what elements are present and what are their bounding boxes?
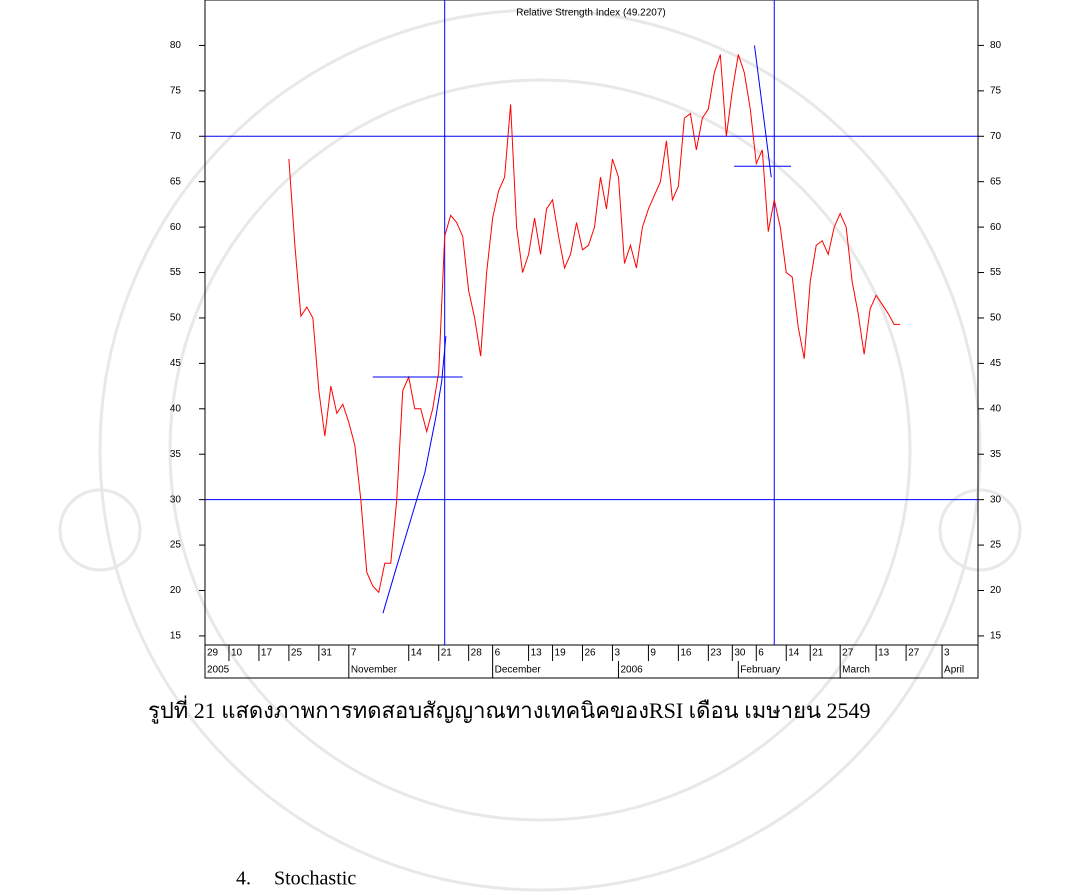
y-tick-label: 40 bbox=[170, 403, 182, 414]
x-tick-label: 27 bbox=[908, 648, 920, 659]
y-tick-label: 25 bbox=[170, 540, 182, 551]
x-tick-label: 14 bbox=[788, 648, 800, 659]
x-tick-label: 17 bbox=[261, 648, 273, 659]
y-tick-label: 30 bbox=[170, 494, 182, 505]
y-tick-label: 45 bbox=[170, 358, 182, 369]
y-tick-label-right: 60 bbox=[990, 222, 1002, 233]
y-tick-label: 60 bbox=[170, 222, 182, 233]
x-tick-label: 19 bbox=[555, 648, 567, 659]
y-tick-label-right: 65 bbox=[990, 176, 1002, 187]
y-tick-label: 35 bbox=[170, 449, 182, 460]
x-tick-label: 7 bbox=[351, 648, 357, 659]
x-tick-label: 30 bbox=[734, 648, 746, 659]
x-tick-label: 6 bbox=[495, 648, 501, 659]
chart-title: Relative Strength Index (49.2207) bbox=[516, 8, 666, 19]
x-tick-label: 21 bbox=[441, 648, 453, 659]
section-number: 4. bbox=[236, 868, 251, 890]
month-tick-label: December bbox=[495, 665, 542, 676]
overlay-line bbox=[382, 336, 447, 614]
x-tick-label: 14 bbox=[411, 648, 423, 659]
caption: รูปที่ 21 แสดงภาพการทดสอบสัญญาณทางเทคนิค… bbox=[148, 695, 871, 724]
x-tick-label: 25 bbox=[291, 648, 303, 659]
y-tick-label-right: 75 bbox=[990, 85, 1002, 96]
y-tick-label-right: 20 bbox=[990, 585, 1002, 596]
y-tick-label: 75 bbox=[170, 85, 182, 96]
month-tick-label: February bbox=[740, 665, 780, 676]
y-tick-label-right: 50 bbox=[990, 313, 1002, 324]
overlay-line bbox=[753, 45, 772, 178]
month-tick-label: March bbox=[842, 665, 870, 676]
y-tick-label: 65 bbox=[170, 176, 182, 187]
y-tick-label-right: 15 bbox=[990, 631, 1002, 642]
month-tick-label: November bbox=[351, 665, 398, 676]
watermark bbox=[58, 8, 1022, 892]
x-tick-label: 26 bbox=[585, 648, 597, 659]
x-tick-label: 21 bbox=[812, 648, 824, 659]
y-tick-label-right: 45 bbox=[990, 358, 1002, 369]
x-tick-label: 10 bbox=[231, 648, 243, 659]
x-tick-label: 9 bbox=[650, 648, 656, 659]
y-tick-label: 50 bbox=[170, 313, 182, 324]
y-tick-label: 20 bbox=[170, 585, 182, 596]
x-tick-label: 3 bbox=[614, 648, 620, 659]
y-tick-label-right: 55 bbox=[990, 267, 1002, 278]
y-tick-label: 15 bbox=[170, 631, 182, 642]
y-tick-label-right: 25 bbox=[990, 540, 1002, 551]
x-tick-label: 27 bbox=[842, 648, 854, 659]
month-tick-label: April bbox=[944, 665, 964, 676]
y-tick-label-right: 30 bbox=[990, 494, 1002, 505]
month-tick-label: 2006 bbox=[620, 665, 643, 676]
y-tick-label-right: 70 bbox=[990, 131, 1002, 142]
x-tick-label: 31 bbox=[321, 648, 333, 659]
x-tick-label: 13 bbox=[531, 648, 543, 659]
x-tick-label: 29 bbox=[207, 648, 219, 659]
y-tick-label: 55 bbox=[170, 267, 182, 278]
y-tick-label-right: 35 bbox=[990, 449, 1002, 460]
month-tick-label: 2005 bbox=[207, 665, 230, 676]
section-title: Stochastic bbox=[274, 868, 356, 890]
x-tick-label: 28 bbox=[471, 648, 483, 659]
y-tick-label-right: 80 bbox=[990, 40, 1002, 51]
y-tick-label-right: 40 bbox=[990, 403, 1002, 414]
y-tick-label: 70 bbox=[170, 131, 182, 142]
x-tick-label: 6 bbox=[758, 648, 764, 659]
rsi-line bbox=[288, 54, 901, 594]
x-tick-label: 23 bbox=[710, 648, 722, 659]
x-tick-label: 3 bbox=[944, 648, 950, 659]
y-tick-label: 80 bbox=[170, 40, 182, 51]
x-tick-label: 13 bbox=[878, 648, 890, 659]
x-tick-label: 16 bbox=[680, 648, 692, 659]
plot-frame bbox=[204, 0, 979, 646]
